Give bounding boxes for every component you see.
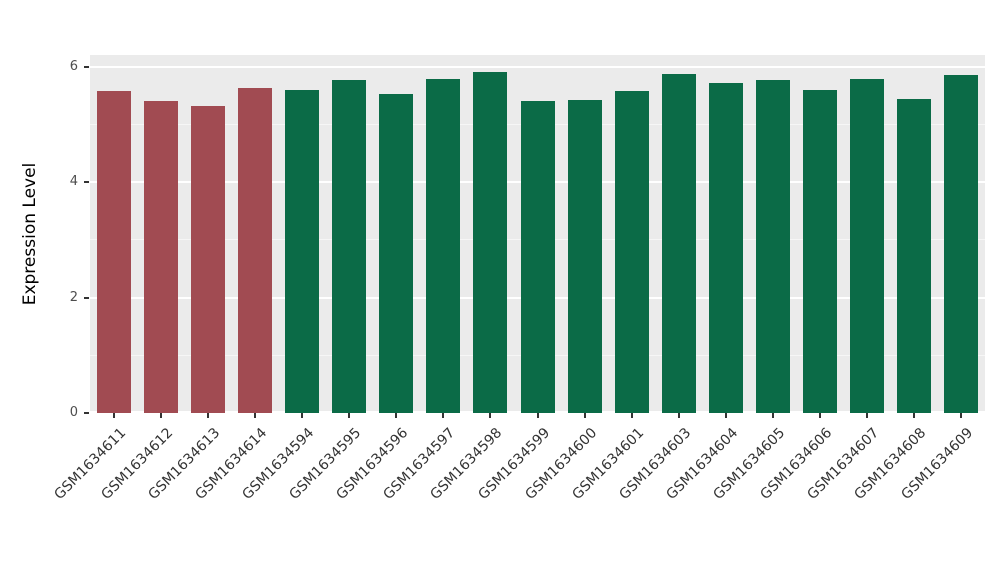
plot-panel — [90, 55, 985, 413]
bar-GSM1634599 — [521, 101, 555, 413]
x-tick-mark-GSM1634600 — [583, 413, 586, 418]
bar-GSM1634597 — [426, 79, 460, 413]
bar-GSM1634594 — [285, 90, 319, 413]
bar-GSM1634613 — [191, 106, 225, 413]
x-tick-mark-GSM1634595 — [348, 413, 351, 418]
y-axis-title: Expression Level — [20, 162, 40, 306]
bar-GSM1634598 — [473, 72, 507, 413]
y-tick-mark-6 — [84, 65, 89, 68]
y-tick-label-0: 0 — [69, 405, 78, 420]
bar-GSM1634595 — [332, 80, 366, 413]
x-tick-mark-GSM1634607 — [866, 413, 869, 418]
x-tick-mark-GSM1634609 — [960, 413, 963, 418]
x-tick-mark-GSM1634598 — [489, 413, 492, 418]
y-tick-mark-0 — [84, 412, 89, 414]
y-tick-label-2: 2 — [69, 289, 78, 305]
y-tick-label-6: 6 — [69, 58, 78, 74]
bar-GSM1634614 — [238, 88, 272, 413]
x-tick-mark-GSM1634604 — [724, 413, 727, 418]
x-tick-mark-GSM1634597 — [442, 413, 445, 418]
x-tick-mark-GSM1634605 — [772, 413, 775, 418]
y-tick-label-4: 4 — [69, 174, 78, 190]
y-tick-mark-4 — [84, 181, 89, 184]
bar-GSM1634596 — [379, 94, 413, 413]
x-tick-mark-GSM1634599 — [536, 413, 539, 418]
bar-GSM1634611 — [97, 91, 131, 413]
bar-GSM1634606 — [803, 90, 837, 413]
bar-GSM1634603 — [662, 74, 696, 413]
bar-GSM1634604 — [709, 83, 743, 413]
x-tick-mark-GSM1634611 — [112, 413, 115, 418]
y-tick-mark-2 — [84, 296, 89, 299]
x-tick-mark-GSM1634596 — [395, 413, 398, 418]
x-tick-mark-GSM1634601 — [630, 413, 633, 418]
bar-GSM1634608 — [897, 99, 931, 413]
bar-GSM1634605 — [756, 80, 790, 413]
bar-GSM1634601 — [615, 91, 649, 413]
bar-GSM1634600 — [568, 100, 602, 413]
bar-GSM1634612 — [144, 101, 178, 413]
bar-GSM1634607 — [850, 79, 884, 413]
x-tick-mark-GSM1634614 — [253, 413, 256, 418]
x-tick-mark-GSM1634612 — [159, 413, 162, 418]
gridline-major-6 — [90, 65, 985, 68]
x-tick-mark-GSM1634603 — [677, 413, 680, 418]
x-tick-mark-GSM1634606 — [819, 413, 822, 418]
x-tick-mark-GSM1634613 — [206, 413, 209, 418]
x-tick-mark-GSM1634594 — [300, 413, 303, 418]
x-tick-mark-GSM1634608 — [913, 413, 916, 418]
bar-GSM1634609 — [944, 75, 978, 413]
